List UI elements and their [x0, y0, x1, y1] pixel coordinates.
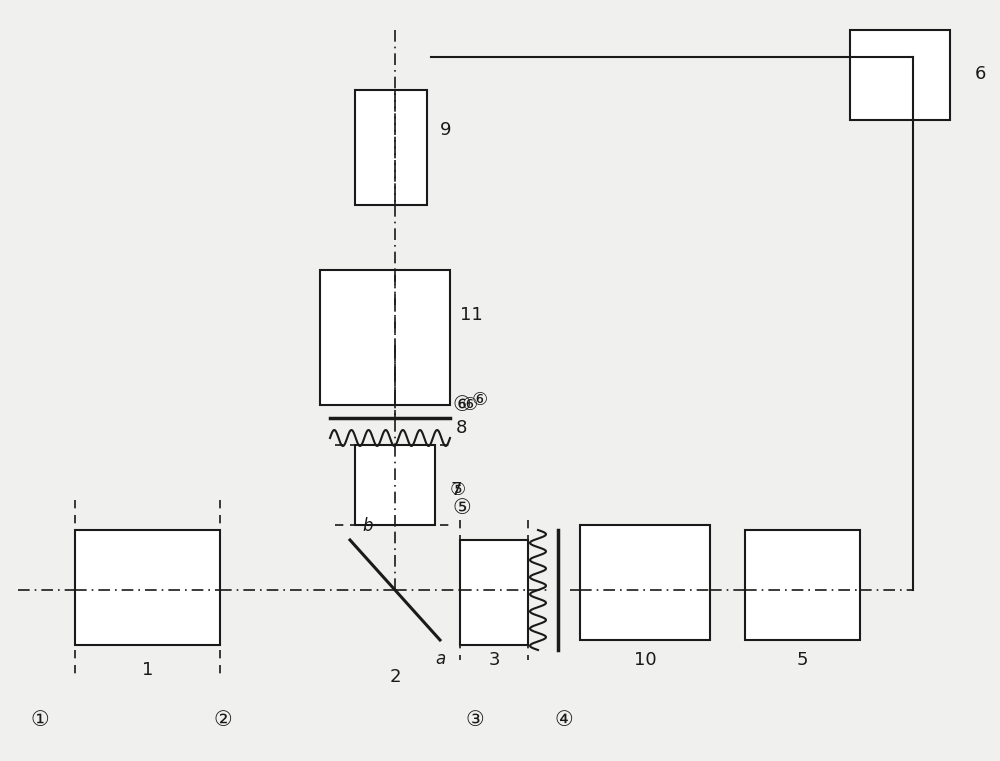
Text: 2: 2	[389, 668, 401, 686]
Bar	[460, 540, 528, 645]
Text: 6: 6	[975, 65, 986, 83]
Bar	[75, 530, 220, 645]
Text: 7: 7	[450, 481, 462, 499]
Bar	[850, 30, 950, 120]
Text: ⑤: ⑤	[453, 498, 471, 518]
Bar	[320, 270, 450, 405]
Text: ①: ①	[31, 710, 49, 730]
Text: 5: 5	[796, 651, 808, 669]
Text: ④: ④	[555, 710, 573, 730]
Text: 8: 8	[456, 419, 467, 437]
Text: b: b	[363, 517, 373, 535]
Text: ⑤: ⑤	[450, 481, 466, 499]
Text: ⑥: ⑥	[462, 396, 478, 414]
Bar	[355, 90, 427, 205]
Text: ⑥: ⑥	[453, 395, 471, 415]
Bar	[745, 530, 860, 640]
Text: 10: 10	[634, 651, 656, 669]
Bar	[580, 525, 710, 640]
Text: ②: ②	[214, 710, 232, 730]
Text: a: a	[435, 650, 445, 668]
Bar	[355, 445, 435, 525]
Text: ③: ③	[466, 710, 484, 730]
Text: ⑥: ⑥	[472, 391, 488, 409]
Text: 1: 1	[142, 661, 154, 679]
Text: 9: 9	[440, 121, 452, 139]
Text: 11: 11	[460, 306, 483, 324]
Text: 3: 3	[488, 651, 500, 669]
